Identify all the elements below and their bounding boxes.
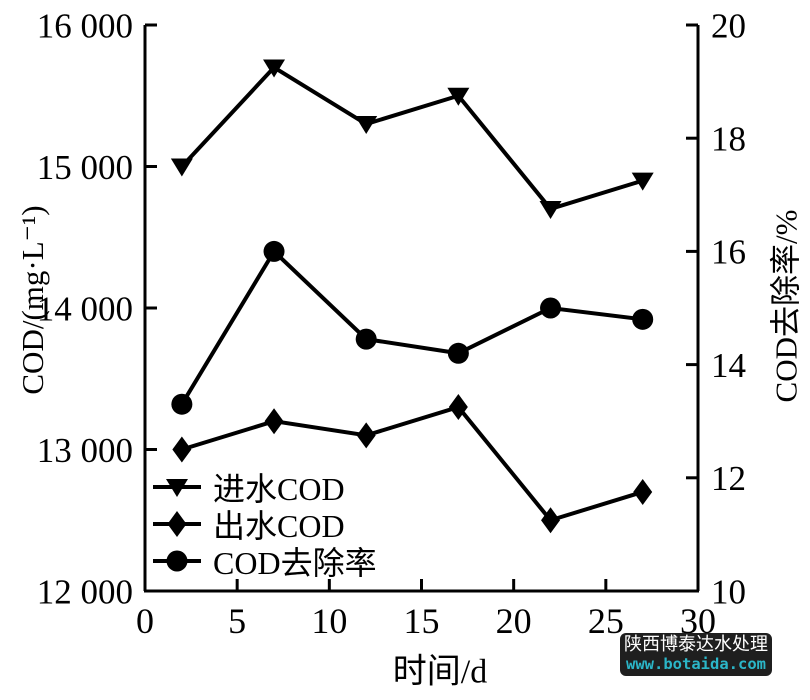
legend-item-cod-removal-rate: COD去除率 (152, 542, 377, 581)
watermark-company-name: 陕西博泰达水处理 (624, 634, 768, 656)
right-y-axis-title: COD去除率/% (768, 209, 804, 403)
data-point-cod-removal-rate (171, 393, 193, 415)
data-point-cod-removal-rate (540, 297, 562, 319)
x-tick-label: 25 (588, 601, 624, 641)
series-line-inlet-cod (180, 64, 644, 212)
data-point-inlet-cod (355, 116, 378, 135)
data-point-cod-removal-rate (263, 240, 285, 262)
data-point-inlet-cod (170, 158, 193, 177)
data-point-inlet-cod (631, 172, 654, 191)
watermark-website: www.botaida.com (626, 654, 766, 673)
x-axis-title: 时间/d (392, 653, 488, 691)
left-y-tick-label: 12 000 (37, 572, 133, 611)
left-y-axis-title: COD/(mg·L⁻¹) (15, 205, 50, 395)
series-inlet-cod (170, 59, 654, 219)
legend-marker-inlet-cod (166, 478, 188, 497)
left-y-tick-label: 13 000 (37, 431, 133, 470)
data-point-outlet-cod (264, 408, 284, 435)
legend-marker-outlet-cod (167, 510, 187, 537)
data-point-inlet-cod (447, 87, 470, 106)
series-cod-removal-rate (171, 240, 654, 415)
left-y-tick-label: 14 000 (37, 289, 133, 328)
right-y-tick-label: 10 (711, 572, 746, 611)
left-y-tick-label: 15 000 (37, 148, 133, 187)
right-y-tick-label: 14 (711, 346, 746, 385)
x-tick-label: 10 (311, 601, 347, 641)
data-point-outlet-cod (541, 507, 561, 534)
triangle-down-marker-icon (153, 478, 201, 497)
x-tick-label: 15 (404, 601, 440, 641)
x-tick-label: 5 (228, 601, 246, 641)
data-point-outlet-cod (172, 436, 192, 463)
legend-label-inlet-cod: 进水COD (213, 470, 345, 507)
data-point-outlet-cod (356, 422, 376, 449)
data-point-inlet-cod (263, 59, 286, 78)
legend-item-inlet-cod: 进水COD (152, 468, 377, 507)
legend-label-outlet-cod: 出水COD (213, 507, 345, 544)
x-tick-label: 20 (496, 601, 532, 641)
series-outlet-cod (172, 394, 653, 534)
data-point-cod-removal-rate (447, 342, 469, 364)
right-y-tick-label: 16 (711, 233, 746, 272)
legend-item-outlet-cod: 出水COD (152, 505, 377, 544)
watermark-badge: 陕西博泰达水处理 www.botaida.com (620, 633, 772, 676)
series-line-cod-removal-rate (180, 248, 643, 406)
legend-label-cod-removal-rate: COD去除率 (213, 544, 377, 581)
data-point-inlet-cod (539, 200, 562, 219)
legend-marker-cod-removal-rate (166, 550, 188, 571)
right-y-tick-label: 20 (711, 6, 746, 45)
series-line-outlet-cod (181, 404, 644, 523)
right-y-tick-label: 12 (711, 459, 746, 498)
circle-marker-icon (153, 550, 201, 571)
x-tick-label: 0 (136, 601, 154, 641)
right-y-tick-label: 18 (711, 119, 746, 158)
data-point-outlet-cod (633, 478, 653, 505)
data-point-outlet-cod (448, 394, 468, 421)
legend: 进水COD 出水COD COD去除率 (152, 468, 377, 581)
data-point-cod-removal-rate (355, 328, 377, 350)
diamond-marker-icon (153, 510, 201, 537)
left-y-tick-label: 16 000 (37, 6, 133, 45)
data-point-cod-removal-rate (632, 308, 654, 330)
